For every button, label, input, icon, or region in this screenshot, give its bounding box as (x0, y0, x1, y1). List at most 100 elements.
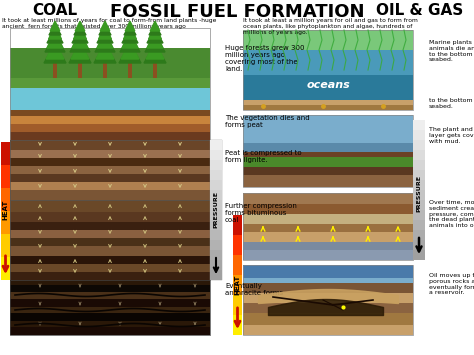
Bar (243, 325, 413, 335)
Bar (10, 200, 210, 212)
Text: oceans: oceans (306, 80, 350, 90)
Polygon shape (44, 43, 66, 63)
Bar (413, 170, 425, 180)
Bar (10, 285, 210, 292)
Bar (10, 124, 210, 132)
Bar (210, 140, 222, 280)
Bar (243, 115, 413, 187)
Bar (233, 255, 242, 275)
Bar (243, 313, 413, 325)
Polygon shape (72, 31, 88, 48)
Polygon shape (99, 24, 111, 35)
Bar (243, 193, 413, 204)
Bar (10, 280, 210, 335)
Text: PRESSURE: PRESSURE (417, 175, 421, 212)
Bar (1, 257, 10, 280)
Bar (243, 50, 413, 100)
Polygon shape (121, 40, 139, 59)
Bar (10, 158, 210, 166)
Bar (413, 230, 425, 240)
Bar (10, 174, 210, 182)
Bar (1, 188, 10, 211)
Bar (10, 28, 210, 140)
Polygon shape (147, 31, 163, 48)
Bar (210, 190, 222, 200)
Polygon shape (147, 29, 163, 43)
Bar (243, 204, 413, 214)
Bar (10, 313, 210, 321)
Bar (413, 210, 425, 220)
Text: The plant and animal
layer gets covered
with mud.: The plant and animal layer gets covered … (429, 127, 474, 144)
Text: Oil moves up through
porous rocks and
eventually forms
a reservoir.: Oil moves up through porous rocks and ev… (429, 273, 474, 295)
Text: It took at least millions of years for coal to form-from land plants -huge
ancie: It took at least millions of years for c… (2, 18, 216, 29)
Bar (243, 105, 413, 110)
Polygon shape (95, 34, 115, 52)
Polygon shape (97, 29, 113, 43)
Text: Huge forests grew 300
million years ago
covering most of the
land.: Huge forests grew 300 million years ago … (225, 45, 304, 72)
Bar (210, 150, 222, 160)
Bar (210, 210, 222, 220)
Bar (243, 250, 413, 260)
Bar (10, 140, 210, 200)
Polygon shape (146, 40, 164, 59)
Polygon shape (73, 26, 86, 39)
Bar (10, 246, 210, 256)
Bar (10, 48, 210, 78)
Bar (1, 234, 10, 257)
Polygon shape (125, 21, 135, 31)
Bar (10, 166, 210, 174)
Polygon shape (49, 24, 61, 35)
Bar (10, 190, 210, 200)
Polygon shape (71, 40, 89, 59)
Text: Over time, more
sediment creates
pressure, compressing
the dead plants and
anima: Over time, more sediment creates pressur… (429, 200, 474, 228)
Text: HEAT: HEAT (235, 275, 240, 295)
Bar (10, 200, 210, 280)
Polygon shape (150, 21, 160, 31)
Bar (413, 120, 425, 260)
Bar (243, 214, 413, 224)
Text: Further compression
forms bituminous
coal: Further compression forms bituminous coa… (225, 203, 297, 223)
Polygon shape (46, 40, 64, 59)
Polygon shape (99, 26, 111, 39)
Bar (210, 170, 222, 180)
Bar (243, 193, 413, 260)
Bar (413, 190, 425, 200)
Bar (233, 315, 242, 335)
Polygon shape (120, 34, 140, 52)
Bar (243, 175, 413, 187)
Bar (243, 115, 413, 145)
Text: HEAT: HEAT (2, 200, 9, 220)
Bar (413, 130, 425, 140)
Polygon shape (149, 24, 161, 35)
Polygon shape (145, 34, 165, 52)
Bar (243, 232, 413, 242)
Polygon shape (70, 34, 90, 52)
Bar (413, 140, 425, 150)
Bar (10, 212, 210, 222)
Text: OIL & GAS: OIL & GAS (376, 3, 464, 18)
Bar (10, 280, 210, 285)
Polygon shape (124, 26, 137, 39)
Bar (413, 120, 425, 130)
Polygon shape (124, 24, 136, 35)
Bar (78, 63, 82, 78)
Bar (413, 180, 425, 190)
Bar (10, 140, 210, 150)
Polygon shape (94, 43, 116, 63)
Bar (210, 140, 222, 280)
Bar (1, 211, 10, 234)
Bar (10, 307, 210, 313)
Polygon shape (75, 21, 85, 31)
Bar (210, 230, 222, 240)
Bar (413, 200, 425, 210)
Polygon shape (122, 29, 138, 43)
Bar (1, 165, 10, 188)
Bar (10, 327, 210, 335)
Bar (243, 265, 413, 335)
Bar (10, 78, 210, 88)
Bar (243, 242, 413, 250)
Bar (210, 240, 222, 250)
Bar (210, 260, 222, 270)
Text: PRESSURE: PRESSURE (213, 191, 219, 229)
Bar (210, 220, 222, 230)
